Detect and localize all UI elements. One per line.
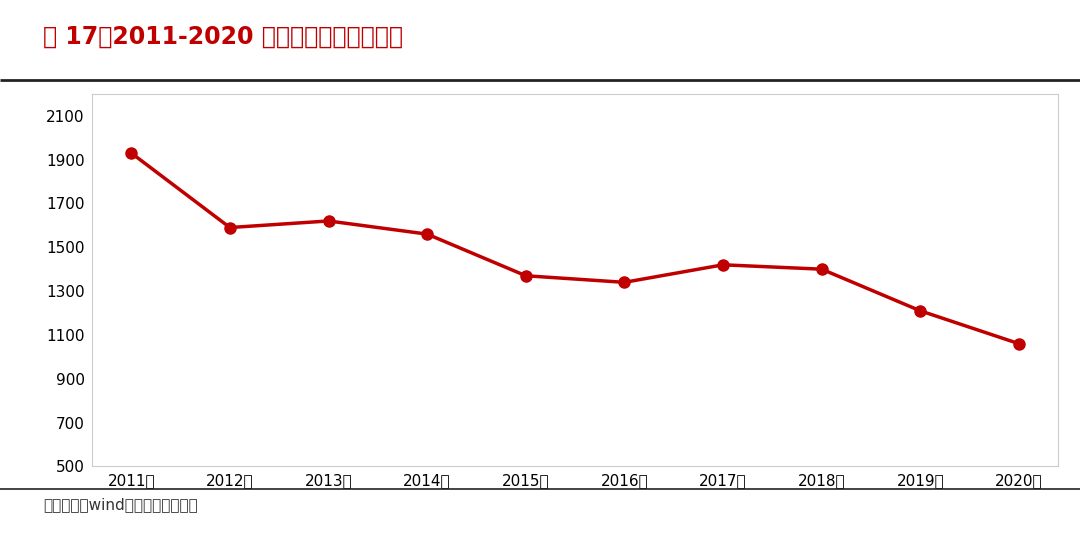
- Text: 图 17：2011-2020 年日本电工钢产量情况: 图 17：2011-2020 年日本电工钢产量情况: [43, 25, 403, 49]
- Text: 资料来源：wind，浙商证券研究所: 资料来源：wind，浙商证券研究所: [43, 497, 198, 512]
